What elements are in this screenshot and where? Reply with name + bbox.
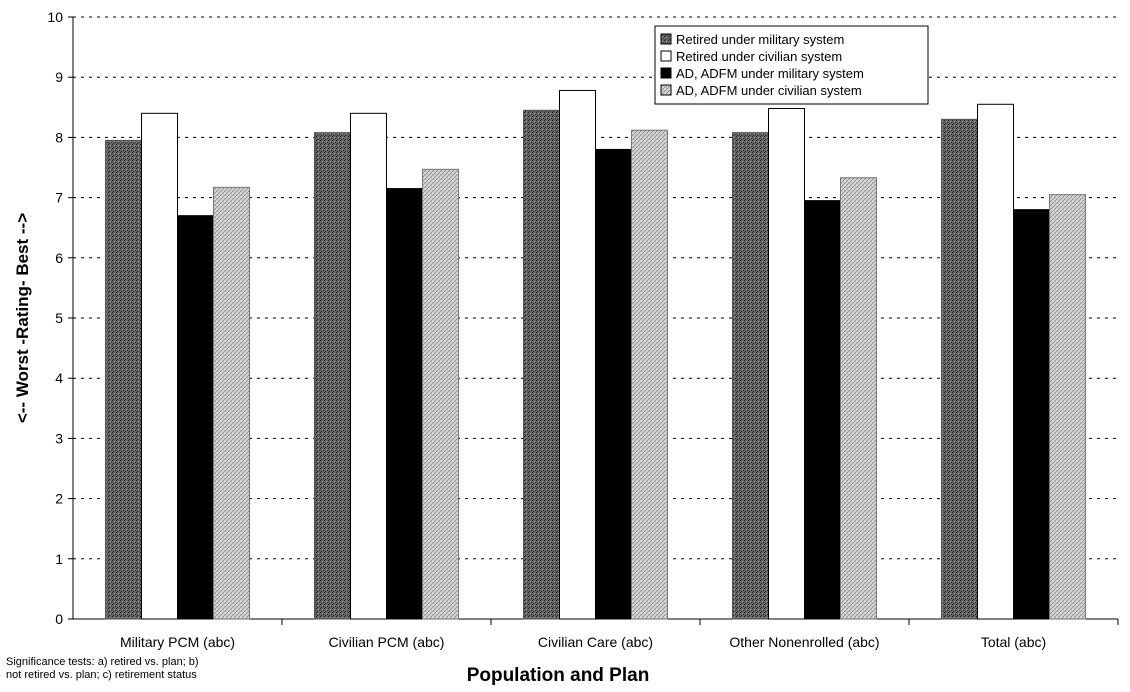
bar <box>1049 194 1086 620</box>
y-tick-label: 8 <box>55 129 63 145</box>
legend-label: Retired under military system <box>676 32 844 47</box>
y-tick-label: 5 <box>55 310 63 326</box>
bar <box>213 186 250 620</box>
x-tick-label: Total (abc) <box>981 634 1046 650</box>
bar-layer <box>105 89 1086 620</box>
bar <box>177 215 214 620</box>
bar <box>386 188 423 620</box>
bar <box>595 148 632 620</box>
y-tick-label: 0 <box>55 611 63 627</box>
y-tick-label: 1 <box>55 551 63 567</box>
bar <box>105 139 142 620</box>
y-tick-label: 2 <box>55 491 63 507</box>
legend-label: Retired under civilian system <box>676 49 842 64</box>
y-tick-label: 9 <box>55 69 63 85</box>
legend: Retired under military system Retired und… <box>654 25 929 105</box>
bar <box>631 129 668 620</box>
legend-label: AD, ADFM under military system <box>676 66 864 81</box>
bar <box>977 103 1014 620</box>
legend-label: AD, ADFM under civilian system <box>676 83 862 98</box>
bar <box>768 108 805 620</box>
legend-box <box>654 25 929 105</box>
bar <box>559 89 596 620</box>
y-axis-title: <-- Worst -Rating- Best --> <box>13 213 32 423</box>
x-tick-label: Military PCM (abc) <box>120 634 235 650</box>
bar <box>523 109 560 620</box>
bar <box>941 118 978 620</box>
x-axis-title: Population and Plan <box>467 665 650 686</box>
y-tick-label: 4 <box>55 370 63 386</box>
legend-swatch <box>660 50 672 62</box>
significance-note: Significance tests: a) retired vs. plan;… <box>6 656 199 681</box>
y-tick-label: 10 <box>47 9 63 25</box>
y-tick-label: 6 <box>55 250 63 266</box>
legend-swatch <box>660 67 672 79</box>
label-layer: 0 1 2 3 4 5 6 7 8 9 10 Military PCM (abc) Civilian P… <box>13 9 1046 686</box>
bar <box>1013 209 1050 620</box>
y-tick-label: 3 <box>55 430 63 446</box>
x-tick-label: Civilian PCM (abc) <box>329 634 445 650</box>
bar <box>350 112 387 620</box>
bar <box>314 132 351 620</box>
bar <box>422 168 459 620</box>
bar <box>804 200 841 620</box>
bar <box>141 112 178 620</box>
x-tick-label: Civilian Care (abc) <box>538 634 653 650</box>
x-tick-label: Other Nonenrolled (abc) <box>729 634 879 650</box>
legend-swatch <box>660 33 672 45</box>
legend-swatch <box>660 84 672 96</box>
y-tick-label: 7 <box>55 190 63 206</box>
bar <box>732 132 769 620</box>
bar <box>840 177 877 620</box>
